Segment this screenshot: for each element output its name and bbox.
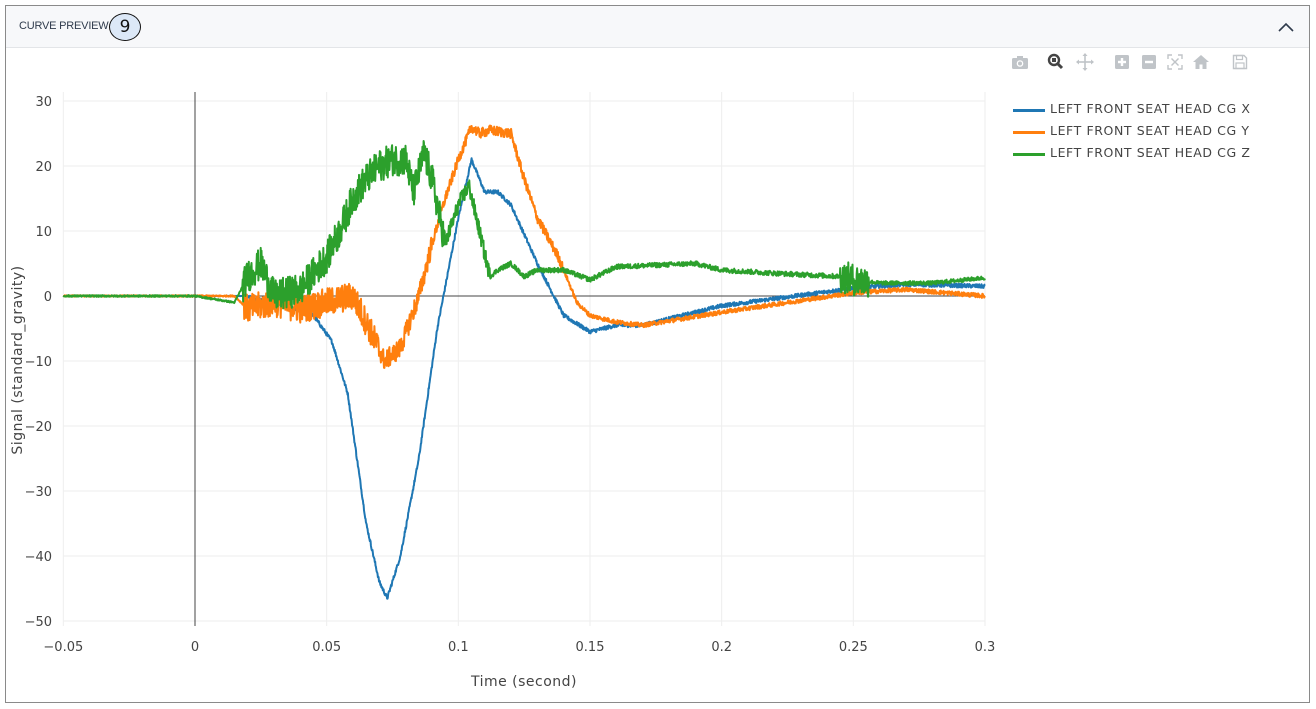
autoscale-icon xyxy=(1167,54,1183,70)
zoom-icon xyxy=(1047,53,1064,70)
panel-header[interactable]: CURVE PREVIEW 9 xyxy=(6,6,1309,48)
collapse-button[interactable] xyxy=(1273,14,1299,40)
home-icon xyxy=(1193,55,1209,69)
legend-swatch xyxy=(1013,109,1045,112)
legend-label: LEFT FRONT SEAT HEAD CG Y xyxy=(1050,123,1250,138)
pan-icon xyxy=(1076,53,1094,71)
legend-label: LEFT FRONT SEAT HEAD CG Z xyxy=(1050,145,1251,160)
home-button[interactable] xyxy=(1191,52,1211,72)
save-icon xyxy=(1232,54,1248,70)
camera-button[interactable] xyxy=(1010,52,1030,72)
save-button[interactable] xyxy=(1230,52,1250,72)
zoom-in-button[interactable] xyxy=(1112,52,1132,72)
zoom-out-icon xyxy=(1142,55,1156,69)
zoom-button[interactable] xyxy=(1046,52,1066,72)
pan-button[interactable] xyxy=(1075,52,1095,72)
legend-swatch xyxy=(1013,131,1045,134)
panel-title: CURVE PREVIEW xyxy=(19,20,109,32)
camera-icon xyxy=(1012,56,1028,69)
legend-swatch xyxy=(1013,153,1045,156)
zoom-out-button[interactable] xyxy=(1139,52,1159,72)
autoscale-button[interactable] xyxy=(1165,52,1185,72)
zoom-in-icon xyxy=(1115,55,1129,69)
chevron-up-icon xyxy=(1278,22,1294,32)
step-badge: 9 xyxy=(109,13,141,41)
legend-label: LEFT FRONT SEAT HEAD CG X xyxy=(1050,101,1251,116)
